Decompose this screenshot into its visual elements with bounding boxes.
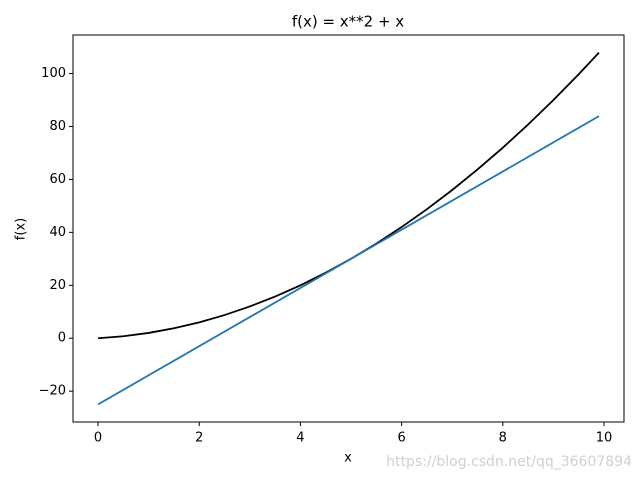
- y-tick-label: 100: [41, 66, 66, 81]
- x-tick-label: 6: [397, 431, 405, 446]
- x-tick-label: 10: [596, 431, 613, 446]
- y-axis-label: f(x): [14, 218, 29, 240]
- y-tick-label: 60: [49, 172, 66, 187]
- chart-title: f(x) = x**2 + x: [292, 13, 404, 31]
- x-tick-label: 0: [94, 431, 102, 446]
- axes-frame: [72, 34, 625, 423]
- x-tick-label: 4: [296, 431, 304, 446]
- y-tick-label: 0: [58, 331, 66, 346]
- y-tick-label: 40: [49, 225, 66, 240]
- y-tick-label: 20: [49, 278, 66, 293]
- y-tick-label: 80: [49, 119, 66, 134]
- line-series: [97, 51, 600, 340]
- line-series: [97, 115, 600, 406]
- x-tick-label: 2: [195, 431, 203, 446]
- watermark: https://blog.csdn.net/qq_36607894: [386, 454, 632, 470]
- y-tick-label: −20: [39, 384, 66, 399]
- x-tick-label: 8: [499, 431, 507, 446]
- x-axis-label: x: [344, 451, 352, 466]
